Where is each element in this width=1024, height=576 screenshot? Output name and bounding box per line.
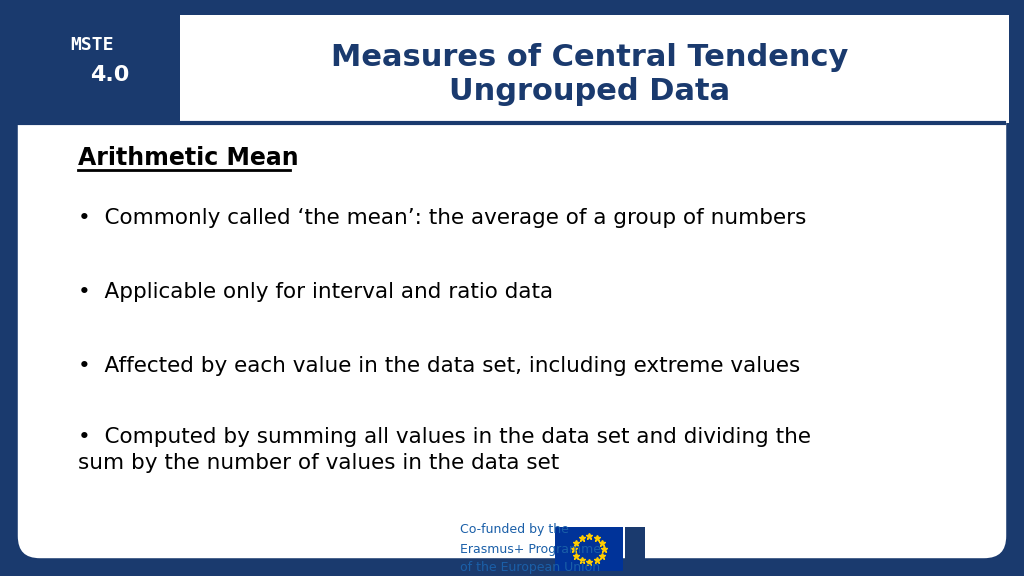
Bar [555,527,623,571]
Bar [180,15,1009,123]
Text: MSTE: MSTE [71,36,114,54]
Text: 4.0: 4.0 [90,65,130,85]
Text: Co-funded by the
Erasmus+ Programme
of the European Union: Co-funded by the Erasmus+ Programme of t… [460,524,601,574]
Text: •  Applicable only for interval and ratio data: • Applicable only for interval and ratio… [78,282,553,302]
Text: •  Affected by each value in the data set, including extreme values: • Affected by each value in the data set… [78,356,800,376]
Text: •  Computed by summing all values in the data set and dividing the
sum by the nu: • Computed by summing all values in the … [78,427,811,473]
Bar [100,15,180,125]
Text: Measures of Central Tendency: Measures of Central Tendency [332,43,849,71]
FancyBboxPatch shape [15,15,180,125]
FancyBboxPatch shape [15,15,1009,561]
Text: Ungrouped Data: Ungrouped Data [450,78,730,107]
Bar [625,527,645,571]
Text: Arithmetic Mean: Arithmetic Mean [78,146,299,170]
Bar [15,80,180,125]
Text: •  Commonly called ‘the mean’: the average of a group of numbers: • Commonly called ‘the mean’: the averag… [78,208,806,228]
